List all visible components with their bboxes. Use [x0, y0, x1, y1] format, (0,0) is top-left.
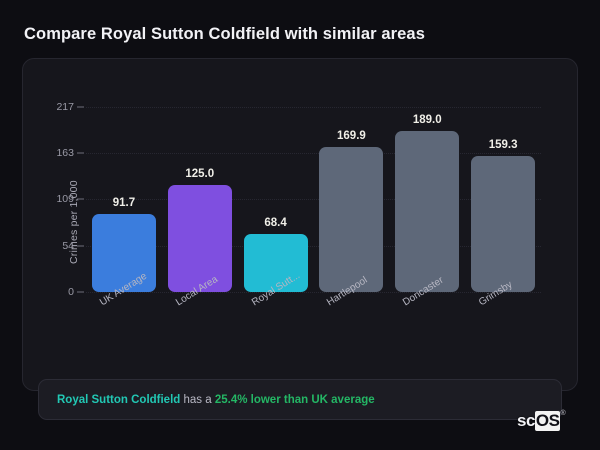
- gridline: [86, 153, 541, 155]
- bar-value-label: 68.4: [264, 216, 287, 229]
- bar[interactable]: [471, 156, 536, 292]
- bar[interactable]: [243, 233, 308, 292]
- y-axis-tick-label: 0: [68, 286, 74, 298]
- y-axis-tick-mark: [77, 152, 84, 154]
- bar-value-label: 169.9: [337, 130, 366, 143]
- y-axis-tick-mark: [77, 106, 84, 108]
- gridline: [86, 292, 541, 293]
- gridline: [86, 199, 541, 201]
- summary-middle-text: has a: [180, 393, 215, 406]
- y-axis-tick-label: 109: [56, 193, 74, 206]
- summary-area-name: Royal Sutton Coldfield: [57, 393, 181, 406]
- bar-chart-plot-area: 0 54 109 163 217 91.7 UK Average 125.0 Local Ar…: [56, 101, 541, 308]
- y-axis-tick-mark: [77, 198, 84, 200]
- summary-comparison: 25.4% lower than UK average: [214, 393, 375, 406]
- bar[interactable]: [319, 147, 384, 292]
- bar[interactable]: [167, 185, 232, 292]
- bar[interactable]: [91, 213, 156, 292]
- y-axis-tick-label: 54: [62, 239, 74, 252]
- y-axis-tick-mark: [77, 291, 84, 293]
- bar-value-label: 91.7: [112, 196, 136, 209]
- bar[interactable]: [395, 130, 460, 292]
- y-axis-tick-label: 217: [56, 101, 74, 113]
- gridline: [86, 107, 541, 108]
- page-title: Compare Royal Sutton Coldfield with simi…: [24, 25, 425, 43]
- chart-card: Crimes per 1,000 0 54 109 163 217 91.7 UK Ave…: [22, 58, 578, 391]
- y-axis-tick-mark: [77, 245, 84, 247]
- summary-callout: Royal Sutton Coldfield has a 25.4% lower…: [38, 379, 562, 420]
- bar-group[interactable]: 189.0 Doncaster: [395, 114, 460, 308]
- gridline: [86, 245, 541, 247]
- bar-group[interactable]: 125.0 Local Area: [167, 168, 232, 308]
- y-axis-tick-label: 163: [56, 147, 74, 160]
- bar-value-label: 189.0: [412, 113, 442, 126]
- brand-logo-prefix: sc: [517, 411, 535, 430]
- registered-trademark-icon: ®: [560, 410, 566, 417]
- bar-group[interactable]: 91.7 UK Average: [91, 197, 156, 308]
- brand-logo-mark: OS: [534, 411, 561, 431]
- bar-group[interactable]: 169.9 Hartlepool: [319, 130, 384, 308]
- bar-value-label: 159.3: [488, 139, 518, 152]
- bar-value-label: 125.0: [185, 168, 215, 181]
- bar-group[interactable]: 68.4 Royal Sutt...: [243, 217, 308, 308]
- brand-logo: sc OS ®: [517, 409, 566, 433]
- bar-group[interactable]: 159.3 Grimsby: [471, 139, 536, 308]
- summary-text: Royal Sutton Coldfield has a 25.4% lower…: [57, 394, 375, 406]
